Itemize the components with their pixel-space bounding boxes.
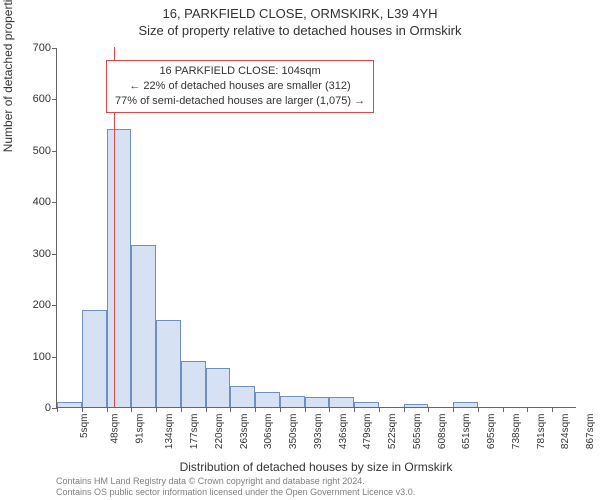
- histogram-bar: [131, 245, 156, 407]
- x-tick-mark: [552, 407, 553, 412]
- x-tick-label: 350sqm: [288, 414, 299, 450]
- x-tick-mark: [230, 407, 231, 412]
- y-axis-label: Number of detached properties: [1, 0, 15, 152]
- x-tick-label: 651sqm: [462, 414, 473, 450]
- x-tick-mark: [527, 407, 528, 412]
- histogram-bar: [329, 397, 354, 407]
- y-tick-label: 100: [17, 351, 51, 363]
- x-tick-mark: [503, 407, 504, 412]
- x-tick-mark: [206, 407, 207, 412]
- histogram-chart: 01002003004005006007005sqm48sqm91sqm134s…: [56, 48, 576, 408]
- x-tick-label: 306sqm: [263, 414, 274, 450]
- footer-attribution: Contains HM Land Registry data © Crown c…: [56, 476, 415, 499]
- x-tick-label: 220sqm: [214, 414, 225, 450]
- histogram-bar: [156, 320, 181, 407]
- x-tick-mark: [131, 407, 132, 412]
- x-tick-label: 5sqm: [79, 414, 90, 438]
- x-tick-label: 608sqm: [437, 414, 448, 450]
- x-tick-mark: [478, 407, 479, 412]
- x-tick-mark: [354, 407, 355, 412]
- y-tick-mark: [52, 99, 57, 100]
- x-tick-mark: [280, 407, 281, 412]
- annotation-line-1: 16 PARKFIELD CLOSE: 104sqm: [115, 64, 365, 79]
- x-tick-label: 565sqm: [412, 414, 423, 450]
- x-tick-label: 695sqm: [486, 414, 497, 450]
- histogram-bar: [280, 396, 305, 407]
- x-tick-mark: [305, 407, 306, 412]
- x-tick-mark: [156, 407, 157, 412]
- y-tick-mark: [52, 202, 57, 203]
- y-tick-label: 300: [17, 248, 51, 260]
- y-tick-label: 400: [17, 196, 51, 208]
- x-tick-label: 479sqm: [362, 414, 373, 450]
- footer-line-1: Contains HM Land Registry data © Crown c…: [56, 476, 415, 487]
- y-tick-label: 500: [17, 145, 51, 157]
- x-tick-mark: [181, 407, 182, 412]
- histogram-bar: [453, 402, 478, 407]
- y-tick-label: 200: [17, 299, 51, 311]
- x-tick-mark: [329, 407, 330, 412]
- histogram-bar: [305, 397, 330, 407]
- histogram-bar: [255, 392, 280, 407]
- x-tick-label: 436sqm: [338, 414, 349, 450]
- x-tick-mark: [379, 407, 380, 412]
- x-tick-mark: [255, 407, 256, 412]
- x-axis-label: Distribution of detached houses by size …: [180, 460, 453, 474]
- histogram-bar: [82, 310, 107, 407]
- footer-line-2: Contains OS public sector information li…: [56, 487, 415, 498]
- x-tick-label: 134sqm: [164, 414, 175, 450]
- histogram-bar: [230, 386, 255, 407]
- histogram-bar: [181, 361, 206, 407]
- y-tick-label: 700: [17, 42, 51, 54]
- x-tick-label: 824sqm: [561, 414, 572, 450]
- histogram-bar: [206, 368, 231, 407]
- y-tick-mark: [52, 357, 57, 358]
- y-tick-mark: [52, 151, 57, 152]
- x-tick-mark: [453, 407, 454, 412]
- x-tick-mark: [404, 407, 405, 412]
- y-tick-mark: [52, 48, 57, 49]
- y-tick-label: 0: [17, 402, 51, 414]
- y-tick-label: 600: [17, 93, 51, 105]
- histogram-bar: [404, 404, 429, 407]
- x-tick-label: 738sqm: [511, 414, 522, 450]
- x-tick-mark: [428, 407, 429, 412]
- x-tick-label: 263sqm: [239, 414, 250, 450]
- x-tick-label: 781sqm: [536, 414, 547, 450]
- x-tick-label: 867sqm: [585, 414, 596, 450]
- y-tick-mark: [52, 254, 57, 255]
- annotation-line-2: ← 22% of detached houses are smaller (31…: [115, 79, 365, 94]
- y-tick-mark: [52, 305, 57, 306]
- x-tick-mark: [107, 407, 108, 412]
- x-tick-mark: [82, 407, 83, 412]
- annotation-line-3: 77% of semi-detached houses are larger (…: [115, 94, 365, 109]
- x-tick-label: 91sqm: [134, 414, 145, 444]
- histogram-bar: [354, 402, 379, 407]
- histogram-bar: [57, 402, 82, 407]
- x-tick-label: 393sqm: [313, 414, 324, 450]
- page-title-line2: Size of property relative to detached ho…: [0, 21, 600, 38]
- histogram-bar: [107, 129, 132, 407]
- x-tick-label: 48sqm: [109, 414, 120, 444]
- x-tick-label: 522sqm: [387, 414, 398, 450]
- property-annotation-box: 16 PARKFIELD CLOSE: 104sqm ← 22% of deta…: [106, 60, 374, 113]
- x-tick-mark: [57, 407, 58, 412]
- x-tick-label: 177sqm: [189, 414, 200, 450]
- page-title-line1: 16, PARKFIELD CLOSE, ORMSKIRK, L39 4YH: [0, 0, 600, 21]
